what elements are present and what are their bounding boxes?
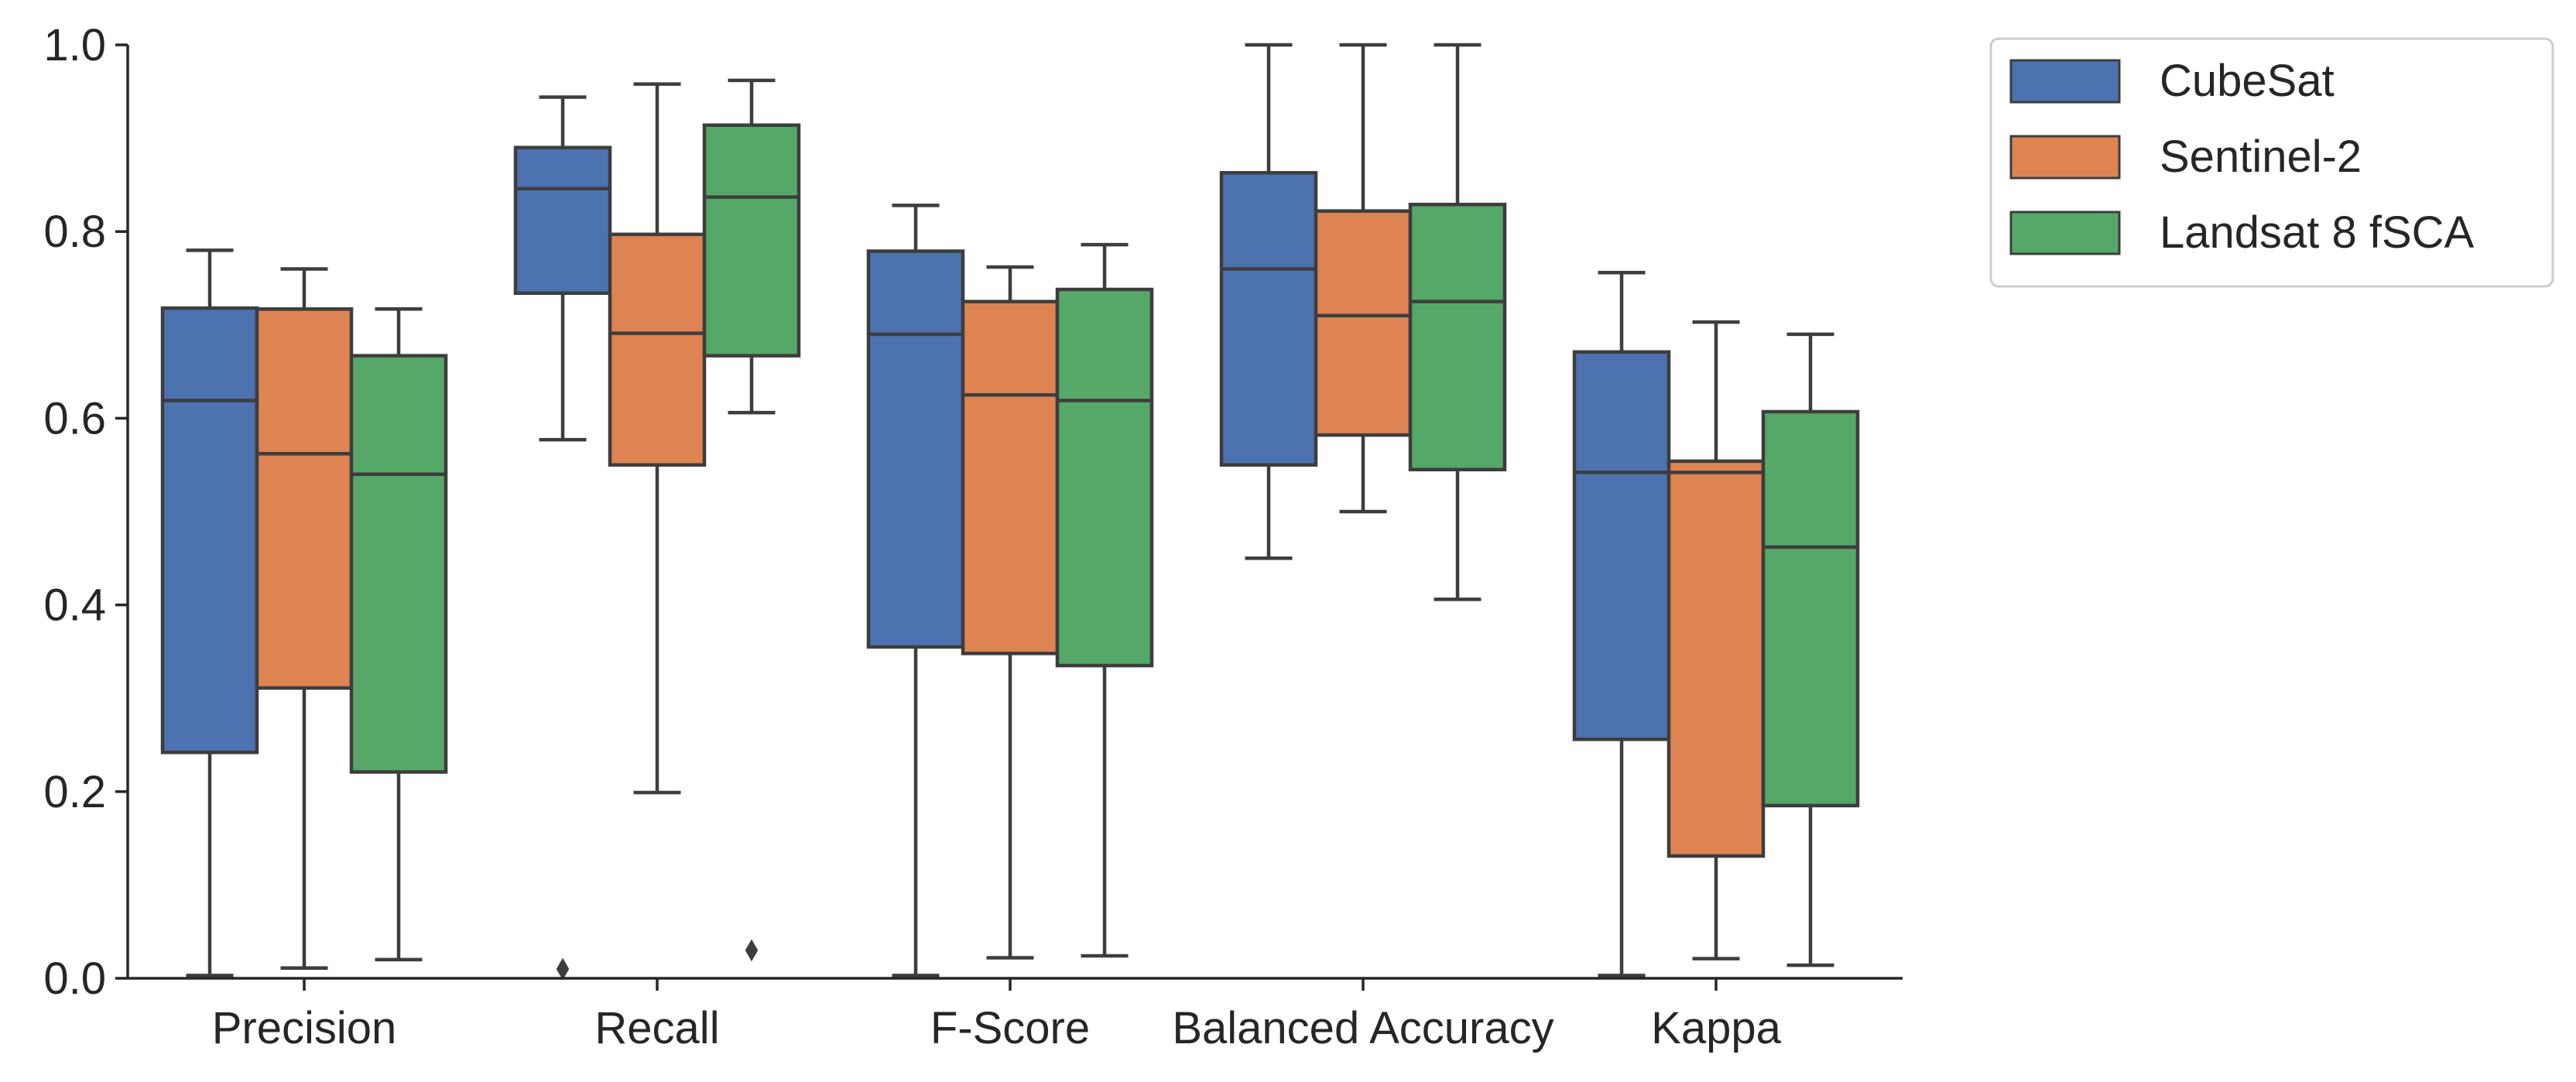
iqr-box <box>349 354 448 774</box>
box-recall <box>702 78 801 962</box>
iqr-box <box>866 249 965 649</box>
box-kappa <box>1572 271 1671 978</box>
series-sentinel-2 <box>255 43 1766 970</box>
box-f-score <box>866 204 965 978</box>
x-tick-label: Balanced Accuracy <box>1172 1003 1553 1053</box>
legend-item: Sentinel-2 <box>2009 132 2362 182</box>
legend-label: Sentinel-2 <box>2160 132 2362 182</box>
series-cubesat <box>160 43 1671 981</box>
legend-label: Landsat 8 fSCA <box>2160 207 2475 258</box>
box-kappa <box>1667 320 1766 960</box>
legend-swatch <box>2009 211 2121 255</box>
box-balanced-accuracy <box>1219 43 1318 560</box>
box-f-score <box>961 265 1060 960</box>
iqr-box <box>1314 209 1413 437</box>
box-balanced-accuracy <box>1408 43 1507 601</box>
iqr-box <box>702 123 801 358</box>
iqr-box <box>1408 202 1507 471</box>
y-tick-label: 0.0 <box>43 954 106 1004</box>
box-kappa <box>1761 332 1860 967</box>
x-axis: Precision Recall F-Score Balanced Accuracy K… <box>128 977 1903 1053</box>
plot-area <box>160 43 1860 981</box>
iqr-box <box>1667 459 1766 858</box>
iqr-box <box>1055 287 1154 668</box>
outlier-point <box>745 939 759 962</box>
legend-item: CubeSat <box>2009 56 2334 106</box>
legend-frame <box>1989 37 2554 288</box>
box-f-score <box>1055 242 1154 958</box>
legend-swatch <box>2009 135 2121 180</box>
legend-label: CubeSat <box>2160 56 2334 106</box>
x-tick-label: Kappa <box>1651 1003 1781 1053</box>
iqr-box <box>160 306 259 755</box>
iqr-box <box>1761 409 1860 808</box>
y-tick-label: 0.2 <box>43 767 106 817</box>
iqr-box <box>961 300 1060 656</box>
y-tick-label: 0.6 <box>43 393 106 443</box>
iqr-box <box>255 307 354 690</box>
y-axis: 0.0 0.2 0.4 0.6 0.8 1.0 <box>43 20 129 1004</box>
x-tick-label: Precision <box>212 1003 397 1053</box>
y-tick-label: 0.4 <box>43 580 106 631</box>
iqr-box <box>513 146 612 296</box>
box-precision <box>160 248 259 978</box>
x-tick-label: F-Score <box>930 1003 1090 1053</box>
box-precision <box>255 267 354 970</box>
legend: CubeSat Sentinel-2 Landsat 8 fSCA <box>1989 37 2554 288</box>
iqr-box <box>608 232 707 467</box>
outlier-point <box>556 957 570 981</box>
series-landsat-8-fsca <box>349 43 1860 967</box>
x-tick-label: Recall <box>594 1003 719 1053</box>
y-tick-label: 1.0 <box>43 20 106 70</box>
iqr-box <box>1219 170 1318 467</box>
box-precision <box>349 307 448 962</box>
box-recall <box>608 82 707 795</box>
y-tick-label: 0.8 <box>43 207 106 257</box>
box-balanced-accuracy <box>1314 43 1413 514</box>
iqr-box <box>1572 350 1671 741</box>
legend-item: Landsat 8 fSCA <box>2009 207 2475 258</box>
legend-swatch <box>2009 59 2121 104</box>
box-recall <box>513 95 612 981</box>
